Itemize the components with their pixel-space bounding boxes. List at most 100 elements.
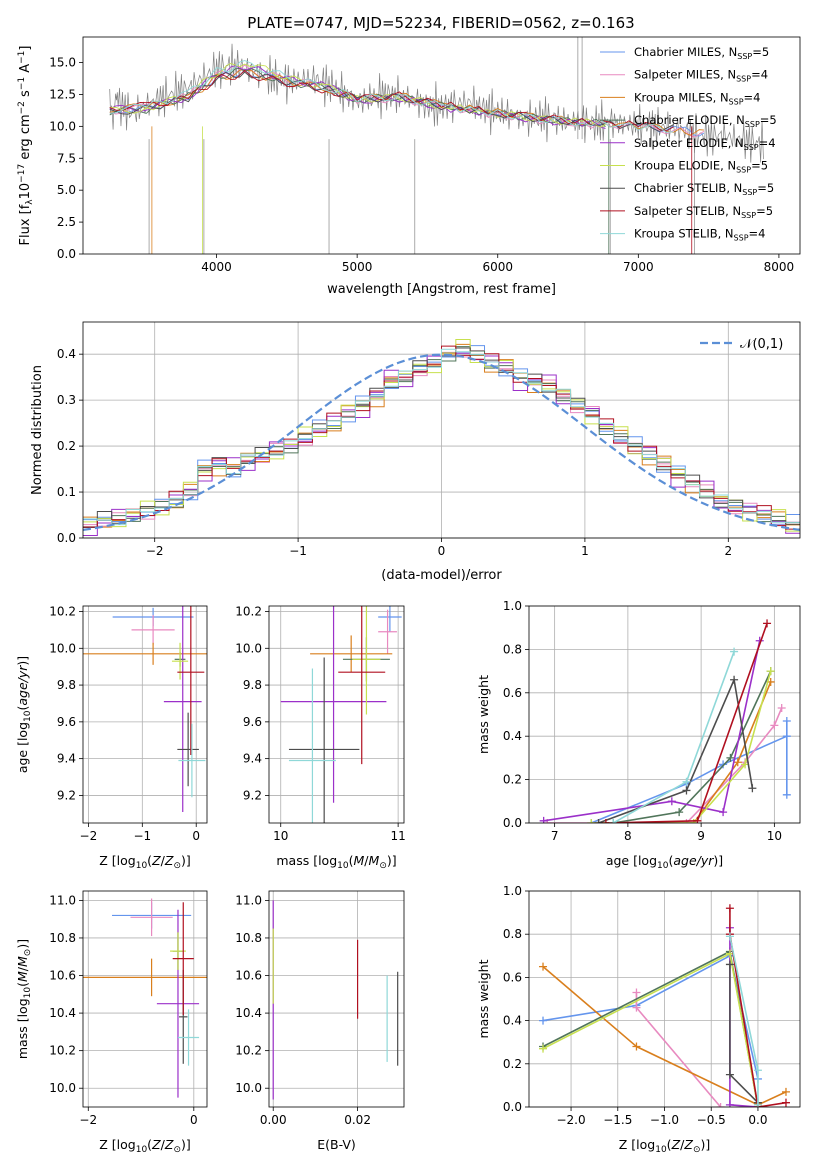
weight-marker [594,819,603,823]
y-tick-label: 0.6 [503,686,522,700]
y-tick-label: 7.5 [57,151,76,165]
y-tick-label: 10.4 [235,1006,262,1020]
model-line-2 [109,64,705,138]
plot-area [539,619,791,823]
x-tick-label: 10 [767,829,782,843]
y-tick-label: 9.2 [57,788,76,802]
model-line-3 [109,69,704,136]
x-tick-label: 8000 [764,260,795,274]
weight-marker [725,904,734,913]
x-tick-label: 2 [724,544,732,558]
plot-area [83,338,800,536]
x-axis-label: (data-model)/error [381,568,502,583]
weight-marker [770,721,779,730]
plot-area [539,904,790,1107]
weight-marker [782,732,791,741]
y-tick-label: 9.8 [243,678,262,692]
figure-title: PLATE=0747, MJD=52234, FIBERID=0562, z=0… [247,14,634,32]
x-tick-label: −1.5 [603,1113,632,1127]
weight-marker [781,1098,790,1107]
x-axis-label: Z [log10(Z/Z⊙)] [99,853,191,871]
y-tick-label: 9.8 [57,678,76,692]
y-tick-label: 10.8 [235,931,262,945]
axes-frame [528,605,801,824]
y-tick-label: 10.8 [49,931,76,945]
x-axis-label: Z [log10(Z/Z⊙)] [99,1137,191,1155]
weight-marker [682,786,691,795]
y-tick-label: 0.0 [503,816,522,830]
x-tick-label: 1 [581,544,589,558]
x-tick-label: −2 [146,544,164,558]
x-tick-label: 7000 [623,260,654,274]
weight-marker [601,819,610,823]
y-tick-label: 0.4 [503,729,522,743]
y-tick-label: 0.4 [503,1014,522,1028]
x-tick-label: 4000 [201,260,232,274]
weight-line-3 [598,681,772,823]
y-axis-label: mass weight [476,959,491,1038]
weight-line-3 [542,965,787,1106]
y-tick-label: 10.0 [49,1081,76,1095]
y-tick-label: 15.0 [49,56,76,70]
gaussian-curve [83,353,800,532]
x-tick-label: 5000 [342,260,373,274]
y-tick-label: 10.2 [49,605,76,619]
weight-line-2 [547,707,783,823]
x-tick-label: 0.00 [260,1113,287,1127]
y-tick-label: 10.2 [49,1044,76,1058]
weight-line-4 [542,950,759,1107]
weight-marker [782,790,791,799]
weight-marker [733,758,742,767]
y-axis-label: age [log10(age/yr)] [15,656,33,773]
weight-marker [782,717,791,726]
x-tick-label: 6000 [482,260,513,274]
y-tick-label: 11.0 [235,893,262,907]
weight-marker [693,816,702,823]
x-tick-label: −2 [79,1113,97,1127]
weight-marker [725,1070,734,1079]
axes-weight_vs_age: 7 8 9 10 0.0 0.2 0.4 0.6 0.8 1.0 age [log10(age/yr… [476,599,801,871]
y-tick-label: 0.0 [57,247,76,261]
weight-marker [539,816,548,823]
y-tick-label: 0.0 [57,531,76,545]
data-spectrum-line [109,43,764,163]
y-axis-label: Normed distribution [30,365,45,495]
y-tick-label: 0.2 [503,1057,522,1071]
x-tick-label: 8 [624,829,632,843]
legend-entry: Chabrier STELIB, NSSP=5 [634,181,774,197]
y-tick-label: 0.0 [503,1100,522,1114]
y-tick-label: 9.2 [243,788,262,802]
legend: Chabrier MILES, NSSP=5 Salpeter MILES, NS… [600,45,777,243]
axes-residuals: −2 −1 0 1 2 0.0 0.1 0.2 0.3 0.4 (data-model)/error… [30,321,801,583]
weight-marker [753,1100,762,1107]
legend: 𝒩(0,1) [700,337,783,352]
legend-entry: Chabrier ELODIE, NSSP=5 [634,113,777,129]
y-tick-label: 2.5 [57,215,76,229]
weight-marker [667,797,676,806]
y-tick-label: 0.6 [503,970,522,984]
x-tick-label: −1.0 [650,1113,679,1127]
plot-area [272,900,399,1100]
weight-marker [587,819,596,823]
weight-line-4 [613,670,772,823]
weight-marker [719,808,728,817]
weight-marker [725,932,734,941]
y-tick-label: 10.4 [49,1006,76,1020]
weight-marker [632,1003,641,1012]
weight-marker [632,988,641,997]
weight-marker [719,760,728,769]
weight-marker [716,1103,725,1107]
plot-area [280,606,402,823]
y-tick-label: 10.2 [235,1044,262,1058]
x-tick-label: −0.5 [697,1113,726,1127]
legend-entry: Chabrier MILES, NSSP=5 [634,45,769,61]
weight-marker [675,808,684,817]
weight-marker [753,1066,762,1075]
x-tick-label: 0 [192,829,200,843]
axes-mass_vs_Z: −2 0 10.0 10.2 10.4 10.6 10.8 11.0 Z [log10(Z/Z⊙… [15,890,208,1155]
y-tick-label: 0.1 [57,485,76,499]
axes-age_vs_Z: −2 −1 0 9.2 9.4 9.6 9.8 10.0 10.2 Z [log10(Z/Z⊙)]… [15,605,208,871]
weight-line-8 [729,908,787,1107]
y-axis-label: Flux [fλ10−17 erg cm−2 s−1 A−1] [17,46,35,246]
